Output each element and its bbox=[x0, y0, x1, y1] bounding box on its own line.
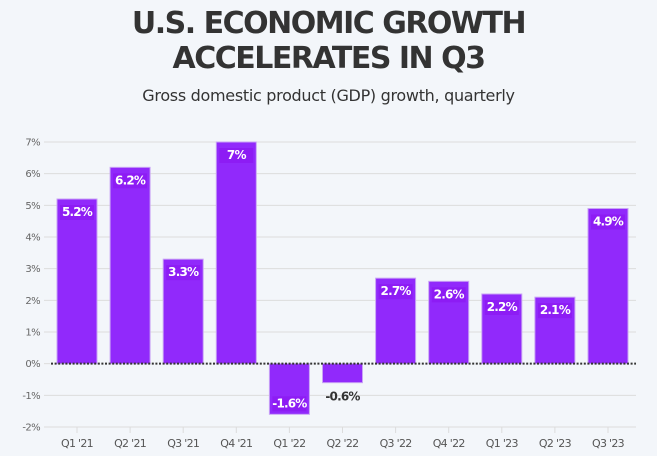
data-label-background bbox=[166, 265, 201, 281]
data-label-background bbox=[537, 303, 572, 319]
data-label: 2.1% bbox=[540, 303, 571, 317]
data-label: 2.6% bbox=[434, 287, 465, 301]
data-label: -1.6% bbox=[272, 396, 307, 410]
y-tick-label: -2% bbox=[22, 423, 40, 434]
y-tick-label: 6% bbox=[25, 169, 40, 180]
data-label: 2.7% bbox=[381, 284, 412, 298]
data-label: 2.2% bbox=[487, 300, 518, 314]
bar bbox=[56, 198, 98, 365]
y-tick-label: 1% bbox=[25, 328, 40, 339]
chart-title-line-2: ACCELERATES IN Q3 bbox=[172, 41, 486, 76]
chart-title: U.S. ECONOMIC GROWTH ACCELERATES IN Q3 bbox=[0, 6, 657, 76]
data-label: 6.2% bbox=[115, 173, 146, 187]
y-tick-label: -1% bbox=[22, 391, 40, 402]
data-label-background bbox=[272, 396, 307, 412]
x-tick-label: Q1 '21 bbox=[61, 437, 93, 450]
x-tick-label: Q1 '22 bbox=[273, 437, 305, 450]
chart-subtitle: Gross domestic product (GDP) growth, qua… bbox=[142, 86, 515, 105]
data-label: 4.9% bbox=[593, 215, 624, 229]
x-tick-label: Q3 '22 bbox=[380, 437, 412, 450]
x-tick-label: Q2 '21 bbox=[114, 437, 146, 450]
y-tick-label: 5% bbox=[25, 201, 40, 212]
bar bbox=[215, 141, 257, 365]
data-labels: 5.2% 6.2% 3.3% 7% -1.6% -0.6% 2.7% 2.6% 2.2% 2.1%… bbox=[60, 148, 625, 412]
x-tick-label: Q4 '21 bbox=[220, 437, 252, 450]
bar bbox=[109, 166, 151, 365]
x-tick-label: Q3 '23 bbox=[592, 437, 625, 450]
data-label-background bbox=[484, 300, 519, 315]
bar bbox=[322, 363, 363, 384]
data-label-background bbox=[431, 287, 466, 303]
data-label: 5.2% bbox=[62, 205, 93, 219]
data-label: 3.3% bbox=[168, 265, 199, 279]
bar bbox=[587, 208, 629, 365]
y-tick-label: 7% bbox=[25, 138, 40, 149]
data-label-background bbox=[113, 173, 148, 189]
data-label-background bbox=[219, 148, 254, 163]
y-tick-label: 4% bbox=[25, 233, 40, 244]
data-label-background bbox=[60, 205, 94, 220]
x-tick-label: Q1 '23 bbox=[486, 437, 519, 450]
x-axis: Q1 '21 Q2 '21 Q3 '21 Q4 '21 Q1 '22 Q2 '22 Q3 '… bbox=[61, 427, 625, 450]
data-label: 7% bbox=[227, 148, 247, 162]
chart-title-line-1: U.S. ECONOMIC GROWTH bbox=[131, 6, 527, 41]
x-tick-label: Q3 '21 bbox=[167, 437, 199, 450]
x-tick-label: Q4 '22 bbox=[433, 437, 465, 450]
y-axis: 7% 6% 5% 4% 3% 2% 1% 0% -1% -2% bbox=[22, 138, 40, 434]
data-label: -0.6% bbox=[325, 390, 360, 404]
y-tick-label: 3% bbox=[25, 264, 40, 275]
x-tick-label: Q2 '23 bbox=[539, 437, 572, 450]
y-tick-label: 0% bbox=[25, 359, 40, 370]
x-tick-label: Q2 '22 bbox=[327, 437, 359, 450]
data-label-background bbox=[591, 214, 625, 230]
y-tick-label: 2% bbox=[25, 296, 40, 307]
data-label-background bbox=[378, 284, 413, 300]
